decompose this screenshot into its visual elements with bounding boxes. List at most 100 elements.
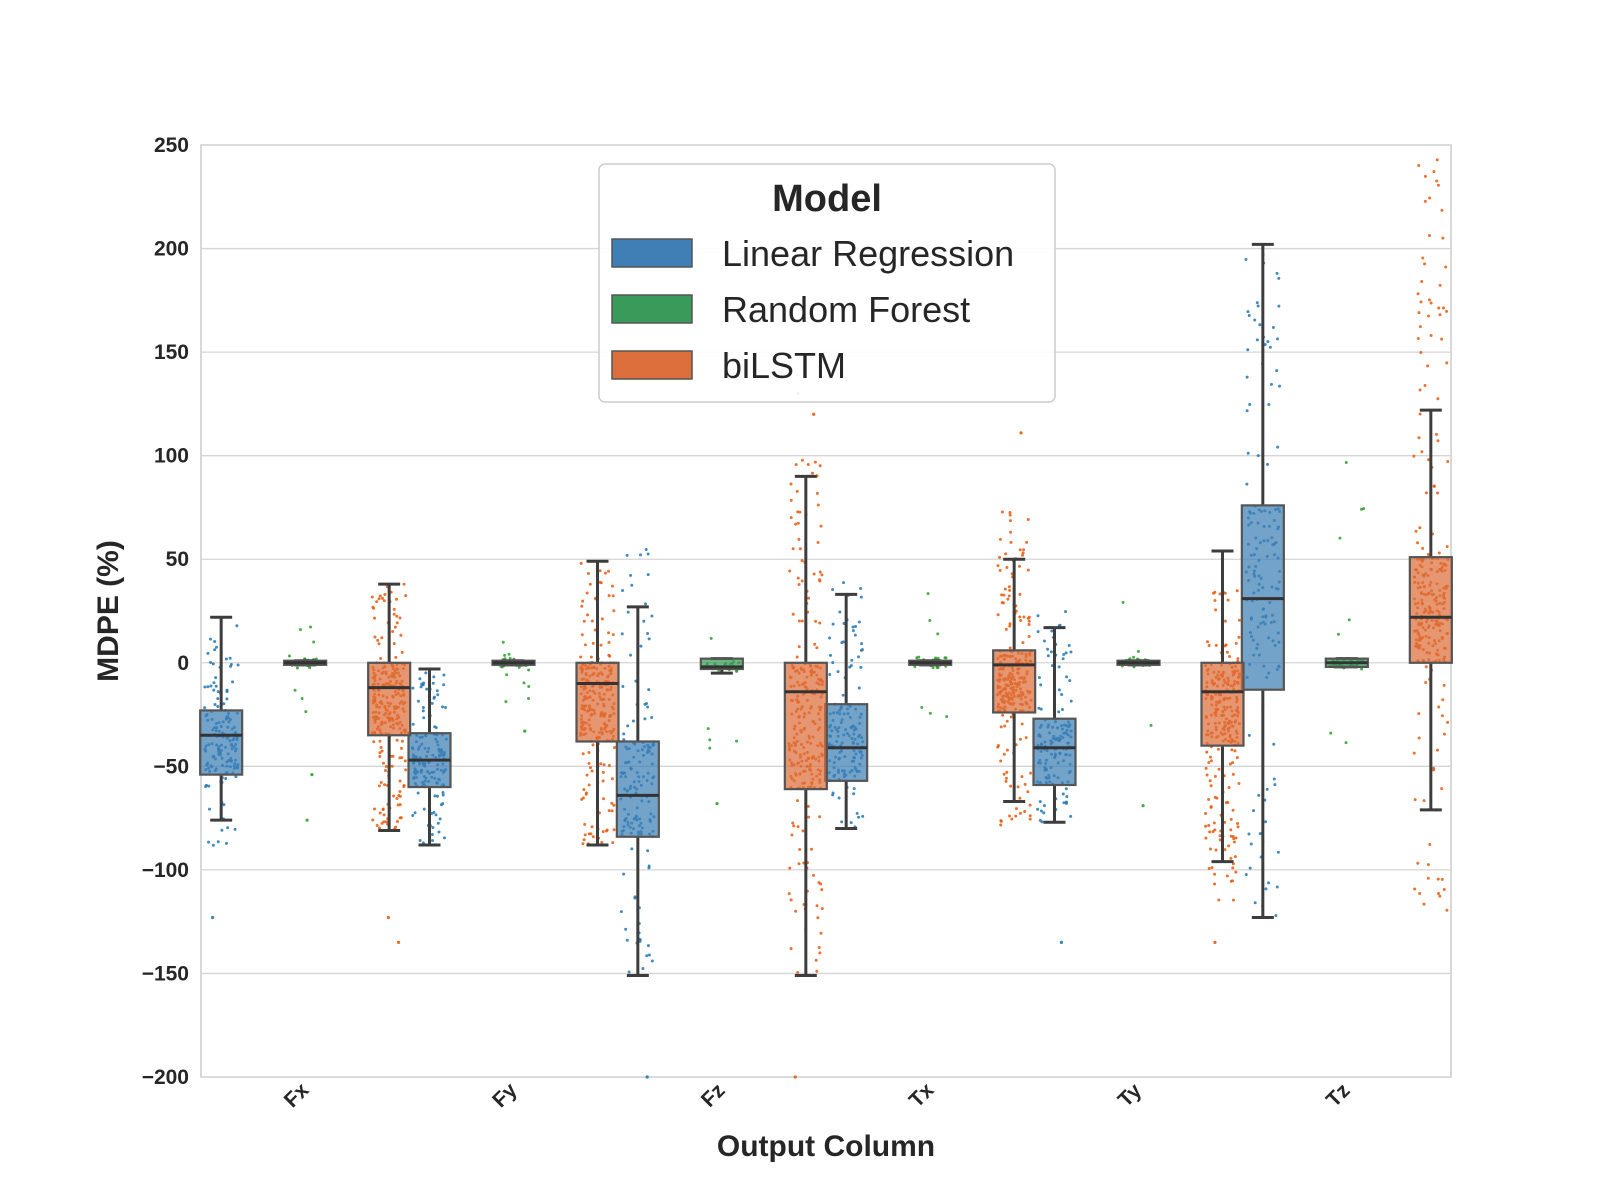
- data-point: [1207, 867, 1211, 871]
- data-point: [639, 644, 643, 648]
- data-point: [816, 503, 820, 507]
- data-point: [857, 815, 861, 819]
- data-point: [579, 655, 583, 659]
- data-point: [1037, 706, 1041, 710]
- data-point: [1028, 803, 1032, 807]
- data-point: [630, 847, 634, 851]
- data-point: [815, 646, 819, 650]
- data-point: [619, 910, 623, 914]
- data-point: [600, 617, 604, 621]
- data-point: [222, 702, 226, 706]
- y-tick-label: 150: [154, 341, 189, 364]
- data-point: [798, 510, 802, 514]
- data-point: [1247, 314, 1251, 318]
- data-point: [644, 701, 648, 705]
- data-point: [1023, 782, 1027, 786]
- data-point: [1019, 618, 1023, 622]
- data-point: [220, 828, 224, 832]
- data-point: [791, 821, 795, 825]
- data-point: [999, 819, 1003, 823]
- data-point: [842, 581, 846, 585]
- y-tick-label: −150: [142, 962, 189, 985]
- data-point: [581, 599, 585, 603]
- data-point: [806, 462, 810, 466]
- data-point: [1227, 844, 1231, 848]
- data-point: [416, 699, 420, 703]
- outlier-point: [396, 940, 401, 944]
- data-point: [1264, 820, 1268, 824]
- data-point: [1228, 762, 1232, 766]
- data-point: [607, 764, 611, 768]
- data-point: [598, 569, 602, 573]
- data-point: [1136, 649, 1140, 653]
- data-point: [1426, 863, 1430, 867]
- data-point: [1062, 801, 1066, 805]
- data-point: [582, 788, 586, 792]
- data-point: [1445, 545, 1449, 549]
- data-point: [1008, 622, 1012, 626]
- data-point: [610, 584, 614, 588]
- data-point: [1046, 654, 1050, 658]
- data-point: [1336, 632, 1340, 636]
- data-point: [1229, 856, 1233, 860]
- y-tick-label: 50: [166, 548, 189, 571]
- data-point: [1444, 265, 1448, 269]
- outlier-point: [386, 915, 390, 920]
- data-point: [1427, 233, 1431, 237]
- data-point: [813, 460, 817, 464]
- data-point: [214, 684, 218, 688]
- data-point: [1213, 590, 1217, 594]
- data-point: [1050, 629, 1054, 633]
- data-point: [1229, 879, 1233, 883]
- data-point: [438, 817, 442, 821]
- data-point: [1429, 334, 1433, 338]
- data-point: [1436, 877, 1440, 881]
- data-point: [708, 738, 712, 742]
- data-point: [436, 794, 440, 798]
- data-point: [1231, 761, 1235, 765]
- box: [1032, 717, 1077, 787]
- outlier-point: [1059, 940, 1064, 944]
- data-point: [931, 666, 935, 670]
- outlier-point: [715, 802, 719, 806]
- data-point: [1007, 585, 1011, 589]
- data-point: [1235, 589, 1239, 593]
- data-point: [787, 892, 791, 896]
- data-point: [1440, 877, 1444, 881]
- data-point: [372, 807, 376, 811]
- data-point: [402, 783, 406, 787]
- data-point: [1445, 908, 1449, 912]
- data-point: [400, 739, 404, 743]
- data-point: [602, 797, 606, 801]
- data-point: [624, 927, 628, 931]
- data-point: [1208, 847, 1212, 851]
- data-point: [1007, 594, 1011, 598]
- data-point: [1060, 692, 1064, 696]
- data-point: [807, 815, 811, 819]
- data-point: [380, 749, 384, 753]
- data-point: [1213, 882, 1217, 886]
- data-point: [442, 673, 446, 677]
- data-point: [1061, 792, 1065, 796]
- data-point: [588, 766, 592, 770]
- data-point: [591, 743, 595, 747]
- data-point: [1428, 843, 1432, 847]
- data-point: [627, 970, 631, 974]
- data-point: [1208, 755, 1212, 759]
- data-point: [1266, 340, 1270, 344]
- data-point: [1419, 300, 1423, 304]
- data-point: [820, 907, 824, 911]
- data-point: [1265, 462, 1269, 466]
- data-point: [818, 815, 822, 819]
- data-point: [935, 665, 939, 669]
- data-point: [599, 643, 603, 647]
- data-point: [382, 599, 386, 603]
- data-point: [810, 847, 814, 851]
- data-point: [1036, 807, 1040, 811]
- data-point: [1217, 898, 1221, 902]
- data-point: [212, 688, 216, 692]
- legend-swatch: [611, 350, 693, 380]
- legend-title: Model: [772, 178, 882, 220]
- data-point: [1064, 800, 1068, 804]
- data-point: [819, 524, 823, 528]
